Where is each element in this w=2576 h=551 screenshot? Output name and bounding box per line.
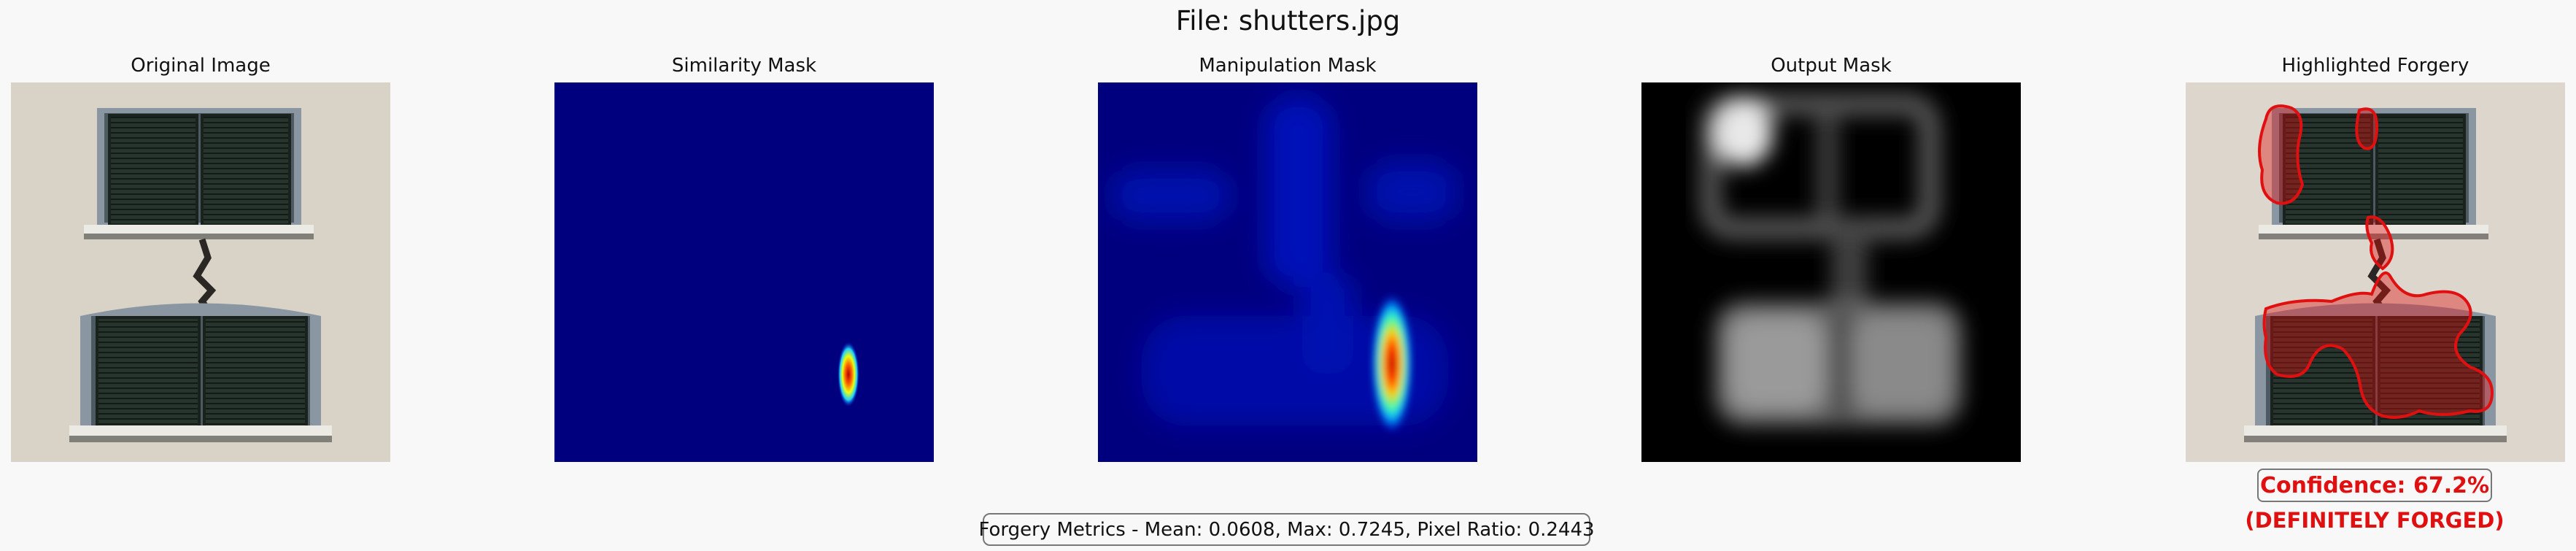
file-title: File: shutters.jpg [1175, 5, 1401, 36]
manipulation-mask-title: Manipulation Mask [1199, 55, 1377, 77]
manipulation-mask-image [1098, 82, 1477, 462]
output-mask-image [1641, 82, 2021, 462]
forgery-metrics-box: Forgery Metrics - Mean: 0.0608, Max: 0.7… [978, 513, 1595, 546]
verdict-label: (DEFINITELY FORGED) [2245, 508, 2505, 533]
original-image-title: Original Image [131, 55, 271, 77]
similarity-mask-title: Similarity Mask [671, 55, 817, 77]
similarity-mask-image [554, 82, 934, 462]
output-mask-title: Output Mask [1771, 55, 1892, 77]
highlighted-forgery-title: Highlighted Forgery [2281, 55, 2469, 77]
original-image [11, 82, 390, 462]
highlighted-forgery-image [2186, 82, 2565, 462]
confidence-box: Confidence: 67.2% [2257, 469, 2492, 502]
